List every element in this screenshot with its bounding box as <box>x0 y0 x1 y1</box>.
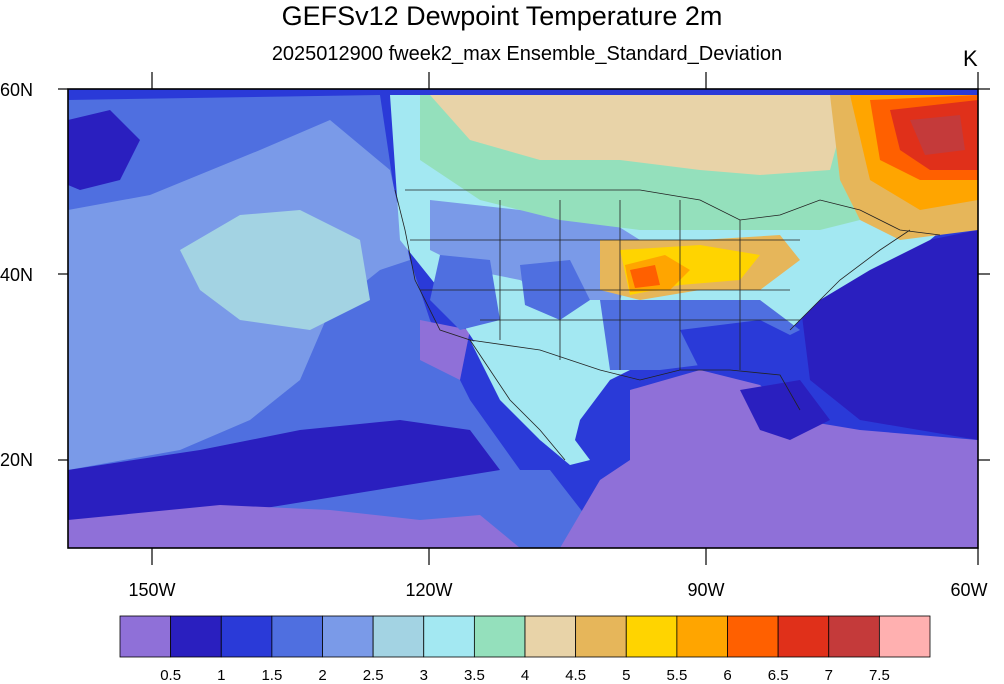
field-midwest-red <box>630 265 660 288</box>
colorbar-tick-label: 1.5 <box>261 667 283 684</box>
gulf-coastline <box>469 339 801 411</box>
colorbar-tick-label: 0.5 <box>160 667 182 684</box>
map-boundaries <box>394 189 941 461</box>
field-gulf-purple <box>560 370 978 548</box>
colorbar-swatch <box>473 615 526 658</box>
us-canada-border <box>405 189 941 236</box>
colorbar-swatch <box>170 615 222 658</box>
colorbar-tick-label: 3.5 <box>463 667 485 684</box>
map-field <box>68 89 978 548</box>
colorbar-swatch <box>727 615 779 658</box>
lon-label-60w: 60W <box>950 580 988 600</box>
colorbar-tick-label: 6.5 <box>767 667 789 684</box>
colorbar-swatch <box>575 615 627 658</box>
colorbar-swatch <box>322 615 374 658</box>
field-nw-dark <box>68 110 140 190</box>
colorbar-tick-label: 7 <box>824 667 833 684</box>
field-pacific-core <box>180 210 370 330</box>
axis-ticks <box>58 72 990 565</box>
colorbar-tick-label: 3 <box>419 667 428 684</box>
east-coastline <box>789 229 911 331</box>
state-lines-v <box>499 200 741 370</box>
colorbar-tick-label: 6 <box>723 667 732 684</box>
colorbar-tick-label: 7.5 <box>868 667 890 684</box>
colorbar-tick-label: 2 <box>318 667 327 684</box>
colorbar-swatch <box>625 615 678 658</box>
lon-label-90w: 90W <box>687 580 725 600</box>
field-west-mid <box>430 200 640 300</box>
field-gulf-dark <box>740 380 830 440</box>
lon-label-150w: 150W <box>128 580 176 600</box>
colorbar-tick-label: 4.5 <box>565 667 587 684</box>
field-ne-red3 <box>910 115 965 155</box>
colorbar-tick-label: 2.5 <box>362 667 384 684</box>
field-canada-tan <box>430 95 850 175</box>
colorbar-swatch <box>271 615 323 658</box>
colorbar-swatch <box>524 615 577 658</box>
colorbar-swatch <box>777 615 830 658</box>
colorbar-swatch <box>220 615 273 658</box>
chart-subtitle: 2025012900 fweek2_max Ensemble_Standard_… <box>271 43 783 65</box>
state-lines-h <box>410 239 800 321</box>
colorbar-tick-label: 1 <box>217 667 226 684</box>
colorbar-swatch <box>878 615 931 658</box>
colorbar <box>119 615 931 658</box>
field-mexico <box>470 340 590 465</box>
colorbar-swatch <box>372 615 425 658</box>
colorbar-tick-label: 5 <box>622 667 631 684</box>
lat-label-20n: 20N <box>0 450 34 470</box>
map-frame <box>67 88 979 549</box>
colorbar-tick-label: 4 <box>520 667 530 684</box>
lat-label-40n: 40N <box>0 265 34 285</box>
colorbar-tick-label: 5.5 <box>666 667 688 684</box>
colorbar-swatch <box>423 615 475 658</box>
colorbar-swatch <box>676 615 728 658</box>
units-label: K <box>963 46 978 71</box>
colorbar-swatch <box>119 615 172 658</box>
lat-label-60n: 60N <box>0 80 34 100</box>
field-south-purple <box>68 505 520 548</box>
colorbar-swatch <box>828 615 880 658</box>
chart-title: GEFSv12 Dewpoint Temperature 2m <box>281 1 723 31</box>
lon-label-120w: 120W <box>405 580 453 600</box>
field-sw-blue <box>430 255 500 330</box>
field-baja-purple <box>420 320 470 380</box>
